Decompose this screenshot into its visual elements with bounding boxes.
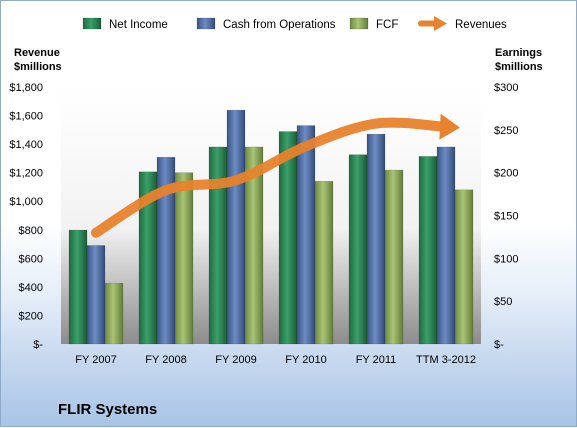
left-tick-label: $1,600 [9,111,43,123]
legend-label: FCF [376,19,398,31]
left-axis: $- $200 $400 $600 $800 $1,000 $1,200 $1,400 $1,6… [9,82,43,351]
bar-net-income [68,229,88,345]
bar-cash-from-operations [436,146,456,345]
right-axis: $- $50 $100 $150 $200 $250 $300 [494,82,518,351]
left-tick-label: $1,400 [9,139,43,151]
revenues-arrow [91,113,460,238]
right-axis-title-line2: $millions [495,61,543,73]
left-tick-label: $1,000 [9,196,43,208]
revenues-line [91,117,451,238]
bar-net-income [348,154,368,345]
bar-cash-from-operations [86,245,106,345]
plot-area [61,87,481,344]
bar-cash-from-operations [366,133,386,345]
legend-label: Net Income [109,19,168,31]
right-tick-label: $50 [494,296,512,308]
revenues-arrowhead [439,113,460,140]
bars [68,109,474,345]
legend-label: Revenues [455,19,507,31]
bar-cash-from-operations [296,125,316,345]
legend-swatch [82,17,102,30]
legend: Net Income Cash from Operations FCF Revenue… [82,16,507,31]
left-tick-label: $1,800 [9,82,43,94]
right-tick-label: $200 [494,168,518,180]
right-tick-label: $100 [494,253,518,265]
company-name: FLIR Systems [58,401,157,418]
category-label: FY 2008 [145,354,186,366]
right-tick-label: $250 [494,125,518,137]
bar-fcf [244,146,264,345]
right-tick-label: $- [494,339,504,351]
right-axis-title-line1: Earnings [495,47,542,59]
bar-net-income [418,156,438,345]
legend-swatch [196,17,216,30]
category-axis: FY 2007 FY 2008 FY 2009 FY 2010 FY 2011 TTM 3… [75,354,476,366]
left-tick-label: $200 [19,310,43,322]
bar-fcf [314,180,334,345]
category-label: FY 2011 [356,354,397,366]
bar-fcf [104,282,124,345]
legend-label: Cash from Operations [223,19,336,31]
left-axis-title-line2: $millions [14,61,62,73]
bar-net-income [208,146,228,345]
left-tick-label: $- [33,339,43,351]
category-label: TTM 3-2012 [416,354,476,366]
left-tick-label: $1,200 [9,168,43,180]
bar-fcf [384,169,404,345]
bar-cash-from-operations [226,109,246,345]
category-label: FY 2007 [75,354,116,366]
left-tick-label: $400 [19,282,43,294]
bar-fcf [454,189,474,345]
left-tick-label: $600 [19,253,43,265]
left-tick-label: $800 [19,225,43,237]
right-tick-label: $300 [494,82,518,94]
bar-fcf [174,172,194,345]
category-label: FY 2010 [285,354,326,366]
right-tick-label: $150 [494,211,518,223]
legend-swatch [349,17,369,30]
legend-arrow-head [434,16,447,31]
left-axis-title-line1: Revenue [14,47,60,59]
category-label: FY 2009 [215,354,256,366]
